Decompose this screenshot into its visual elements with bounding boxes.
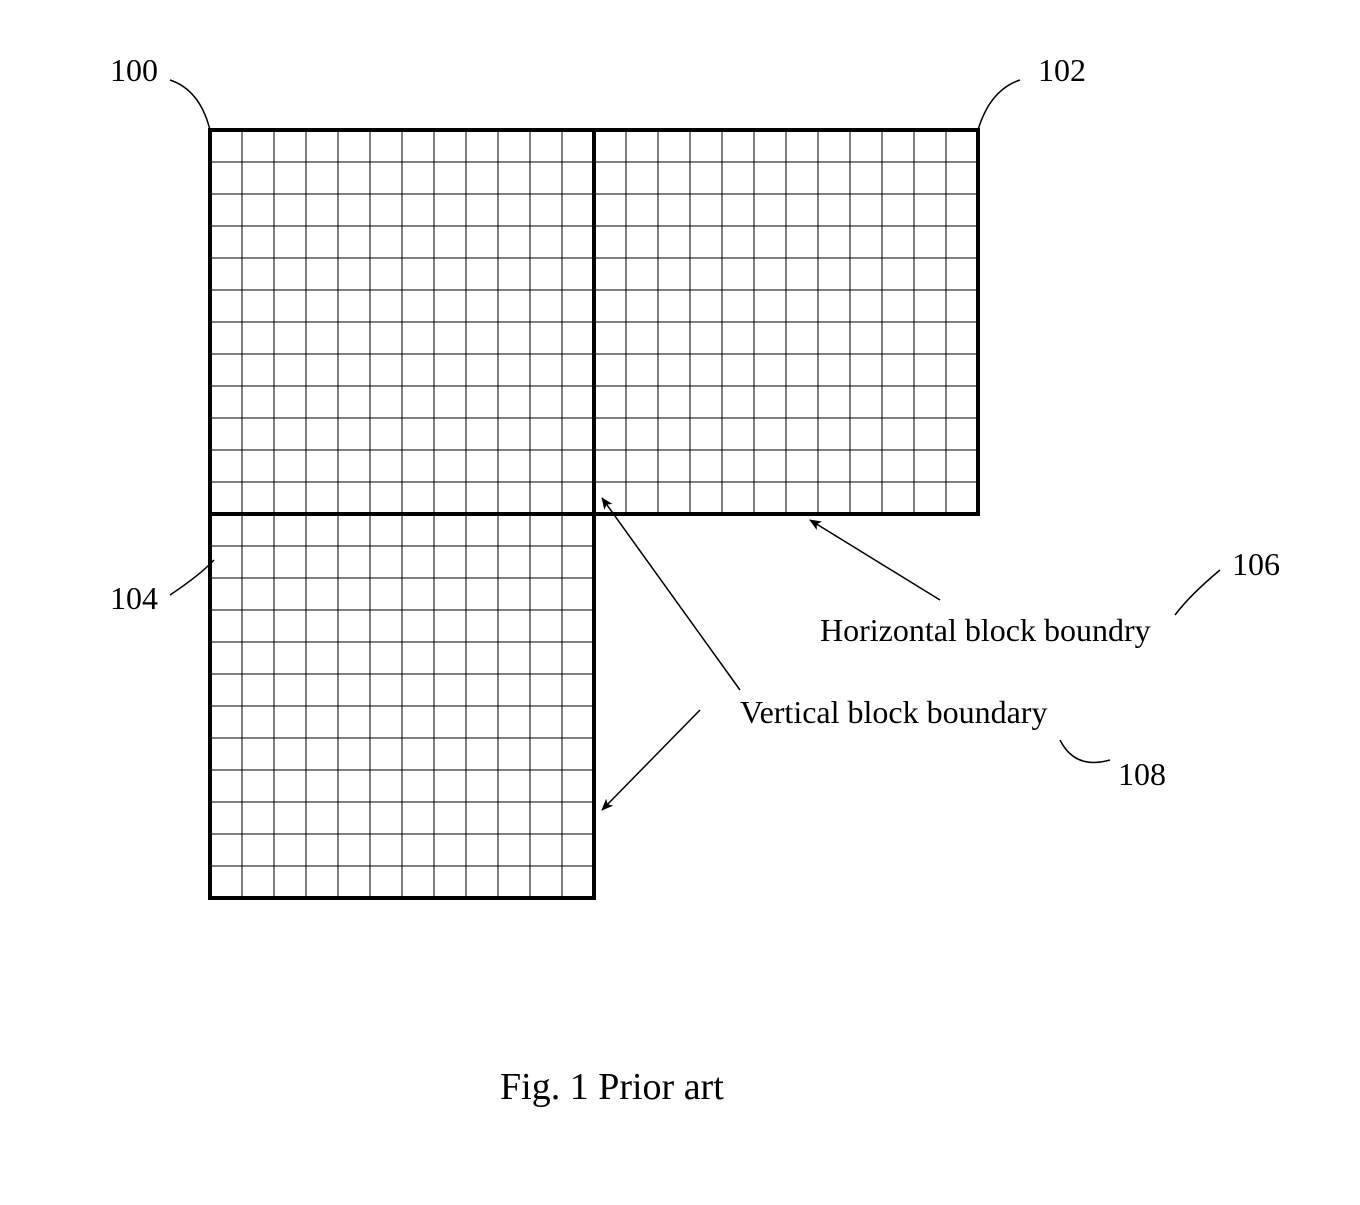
block-102 xyxy=(594,130,978,514)
leader-104 xyxy=(170,560,214,595)
arrow-vertical-boundary-lower xyxy=(602,710,700,810)
figure-caption: Fig. 1 Prior art xyxy=(500,1065,724,1109)
leader-106 xyxy=(1175,570,1220,615)
arrow-vertical-boundary-upper xyxy=(602,498,740,690)
leader-108 xyxy=(1060,740,1110,763)
arrow-horizontal-boundary xyxy=(810,520,940,600)
vertical-boundary-label: Vertical block boundary xyxy=(740,694,1047,731)
block-100 xyxy=(210,130,594,514)
ref-106-label: 106 xyxy=(1232,546,1280,583)
horizontal-boundary-label: Horizontal block boundry xyxy=(820,612,1151,649)
ref-102-label: 102 xyxy=(1038,52,1086,89)
figure-canvas: 100 102 104 106 108 Horizontal block bou… xyxy=(0,0,1360,1205)
leader-100 xyxy=(170,80,210,130)
leader-102 xyxy=(978,80,1020,130)
ref-108-label: 108 xyxy=(1118,756,1166,793)
ref-104-label: 104 xyxy=(110,580,158,617)
figure-svg xyxy=(0,0,1360,1205)
block-104 xyxy=(210,514,594,898)
ref-100-label: 100 xyxy=(110,52,158,89)
